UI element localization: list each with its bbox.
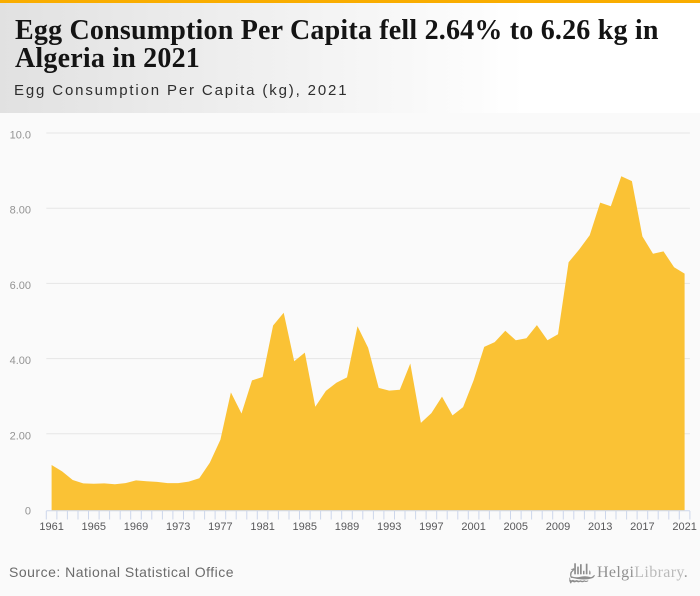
svg-text:2001: 2001 — [461, 521, 485, 533]
svg-text:2013: 2013 — [588, 521, 612, 533]
svg-text:2021: 2021 — [672, 521, 696, 533]
svg-text:2.00: 2.00 — [10, 430, 31, 442]
svg-text:0: 0 — [25, 506, 31, 518]
svg-text:1997: 1997 — [419, 521, 443, 533]
svg-text:1989: 1989 — [335, 521, 359, 533]
svg-text:10.0: 10.0 — [10, 130, 31, 142]
svg-text:1977: 1977 — [208, 521, 232, 533]
svg-text:2009: 2009 — [546, 521, 570, 533]
svg-text:2005: 2005 — [504, 521, 528, 533]
svg-text:4.00: 4.00 — [10, 355, 31, 367]
svg-text:8.00: 8.00 — [10, 205, 31, 217]
svg-text:1993: 1993 — [377, 521, 401, 533]
svg-text:1961: 1961 — [39, 521, 63, 533]
svg-text:6.00: 6.00 — [10, 280, 31, 292]
svg-text:1969: 1969 — [124, 521, 148, 533]
svg-text:2017: 2017 — [630, 521, 654, 533]
svg-text:1985: 1985 — [293, 521, 317, 533]
svg-text:1973: 1973 — [166, 521, 190, 533]
svg-text:1965: 1965 — [82, 521, 106, 533]
svg-text:1981: 1981 — [250, 521, 274, 533]
